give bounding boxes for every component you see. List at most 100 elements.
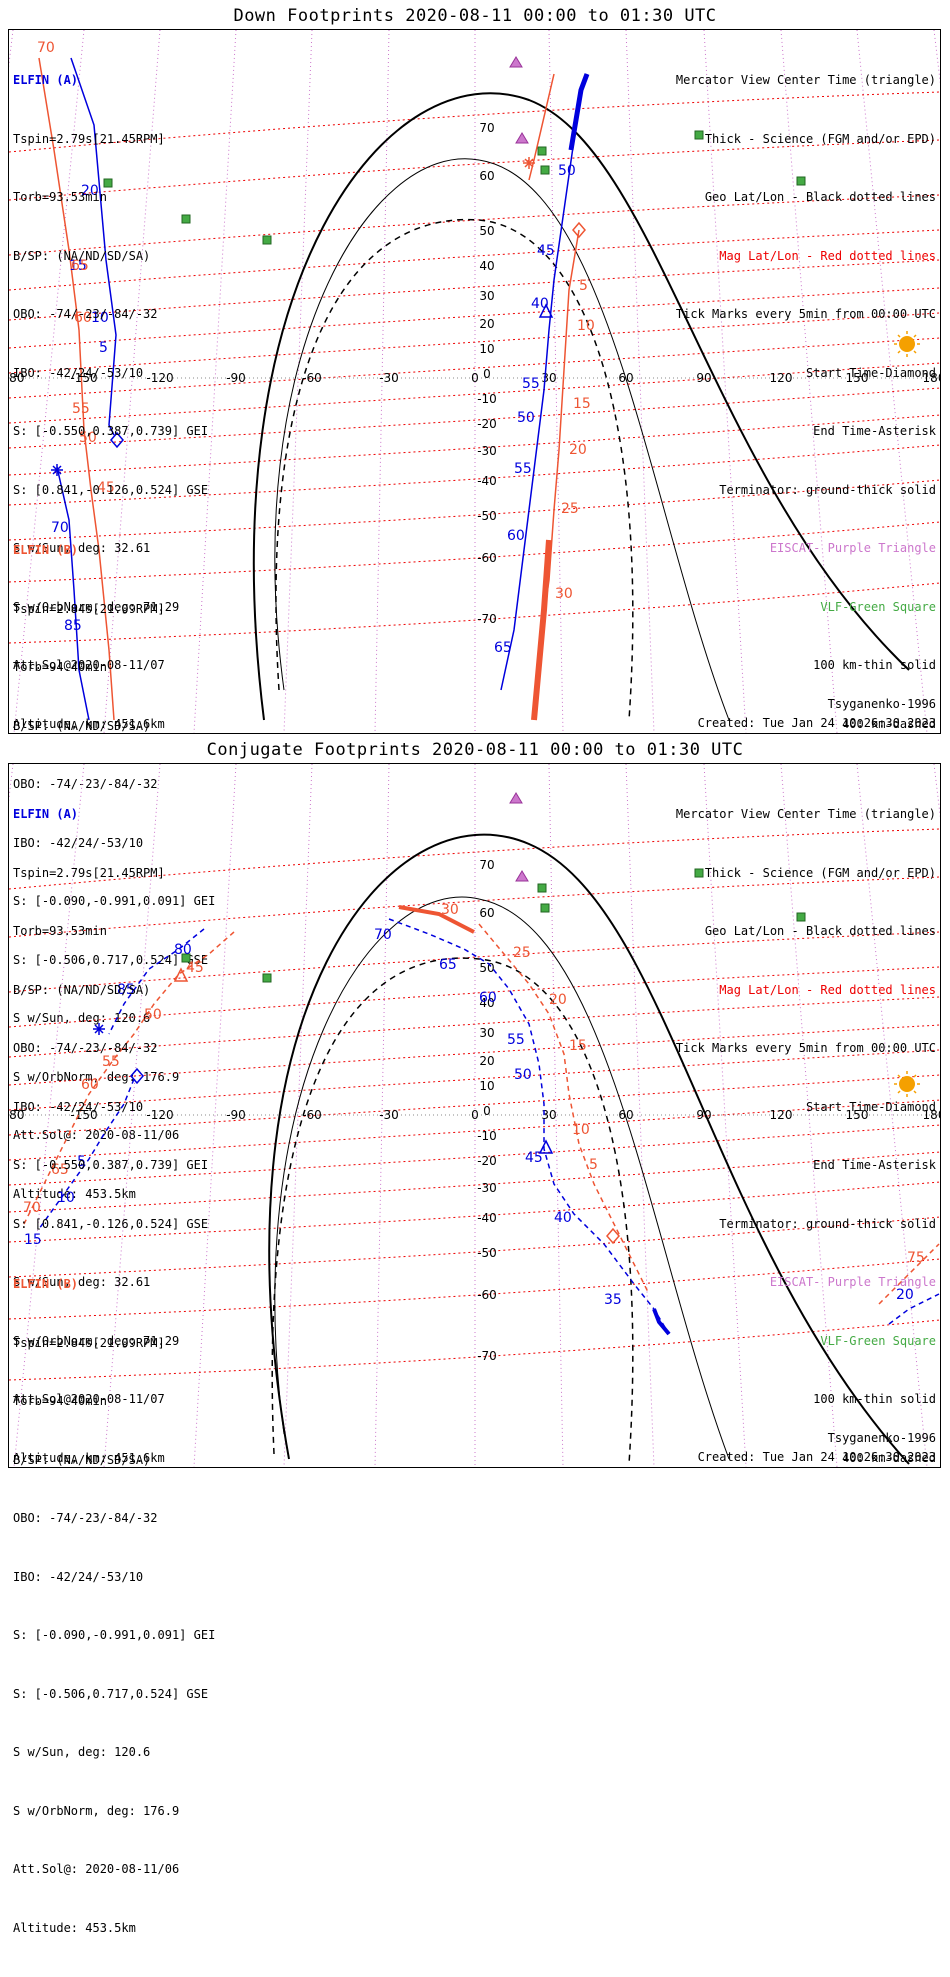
elfin-b-line: OBO: -74/-23/-84/-32 (13, 777, 158, 791)
mag-lat-line (9, 194, 940, 256)
terminator-400km (271, 957, 634, 1465)
down-map-plot: 180-150-120-90-60-3003060901201501807060… (9, 30, 940, 733)
elfin-a-line: S w/OrbNorm, deg: 71.29 (13, 1333, 180, 1348)
mag-lat-line (9, 876, 940, 938)
elfin-a-time-label: 55 (507, 1032, 525, 1048)
elfin-b-time-label: 70 (37, 40, 55, 56)
elfin-b-time-label: 5 (579, 278, 588, 294)
elfin-b-line: Torb=94.40min (13, 660, 107, 674)
elfin-a-time-label: 50 (558, 163, 576, 179)
elfin-b-line: S w/Sun, deg: 120.6 (13, 1745, 151, 1759)
elfin-a-time-label: 40 (531, 296, 549, 312)
mag-lat-line (9, 1024, 940, 1086)
elfin-a-header: ELFIN (A) (13, 73, 79, 87)
terminator-curves (268, 833, 910, 1465)
eiscat-marker (509, 792, 523, 804)
elfin-a-time-label: 45 (525, 1150, 543, 1166)
elfin-b-time-label: 45 (97, 480, 115, 496)
lon-tick-label: -30 (379, 371, 399, 385)
elfin-a-line: S w/Sun, deg: 32.61 (13, 541, 151, 555)
legend-line: VLF-Green Square (820, 599, 936, 614)
sun-icon (894, 331, 920, 357)
eiscat-marker (515, 870, 529, 882)
elfin-a-line: Att.Sol@2020-08-11/07 (13, 1392, 165, 1406)
legend-line: Start Time-Diamond (805, 365, 936, 380)
elfin-a-line: IBO: -42/24/-53/10 (13, 365, 144, 380)
elfin-a-line: Torb=93.53min (13, 924, 107, 938)
elfin-b-line: Tspin=2.84s[21.09RPM] (13, 601, 165, 616)
geo-lon-line (856, 30, 928, 733)
terminator-curves (252, 92, 910, 721)
elfin-a-line: Altitude, km: 451.6km (13, 716, 165, 731)
lat-tick-label: 10 (479, 1079, 494, 1093)
mag-lat-line (9, 414, 940, 476)
lat-tick-label: -30 (477, 1181, 497, 1195)
elfin-a-line: Torb=93.53min (13, 190, 107, 204)
lon-tick-label: 120 (770, 1108, 793, 1122)
elfin-a-line: B/SP: (NA/ND/SD/SA) (13, 982, 151, 997)
elfin-a-time-label: 5 (99, 340, 108, 356)
model-label: Tsyganenko-1996 (827, 1431, 936, 1445)
lat-tick-label: 70 (479, 858, 494, 872)
elfin-a-line: S: [-0.550,0.387,0.739] GEI (13, 1158, 209, 1172)
mag-lat-line (9, 259, 940, 321)
elfin-a-time-label: 5 (77, 1154, 86, 1170)
elfin-b-line: OBO: -74/-23/-84/-32 (13, 1511, 158, 1525)
lat-tick-label: 50 (479, 961, 494, 975)
elfin-a-time-label: 15 (24, 1232, 42, 1248)
elfin-a-header: ELFIN (A) (13, 807, 79, 821)
elfin-b-time-label: 60 (81, 1077, 99, 1093)
elfin-b-time-label: 60 (74, 310, 92, 326)
legend-line: EISCAT- Purple Triangle (769, 1275, 936, 1289)
elfin-a-time-label: 35 (604, 1292, 622, 1308)
elfin-a-line: Tspin=2.79s[21.45RPM] (13, 865, 165, 880)
lat-tick-label: -40 (477, 1211, 497, 1225)
elfin-a-line: IBO: -42/24/-53/10 (13, 1099, 144, 1114)
elfin-b-time-label: 65 (71, 258, 89, 274)
legend-line: 100 km-thin solid (813, 1392, 936, 1406)
lon-tick-label: -120 (146, 1108, 173, 1122)
elfin-a-time-label: 55 (514, 461, 532, 477)
elfin-a-time-label: 10 (91, 310, 109, 326)
end-asterisk-b (523, 157, 535, 169)
elfin-a-time-label: 65 (439, 957, 457, 973)
lat-tick-label: 60 (479, 169, 494, 183)
lon-tick-label: -90 (226, 1108, 246, 1122)
elfin-b-time-label: 20 (569, 442, 587, 458)
elfin-a-time-label: 55 (522, 376, 540, 392)
mag-lat-line (9, 1124, 940, 1186)
elfin-b-time-label: 10 (577, 318, 595, 334)
mag-lat-line (9, 582, 940, 644)
lat-tick-label: -60 (477, 1288, 497, 1302)
start-diamond-b (606, 1227, 620, 1245)
lon-tick-label: -60 (302, 1108, 322, 1122)
lat-tick-label: -60 (477, 551, 497, 565)
elfin-b-track (23, 923, 940, 1305)
lon-tick-label: 0 (471, 371, 479, 385)
elfin-a-time-label: 70 (51, 520, 69, 536)
elfin-b-time-label: 15 (573, 396, 591, 412)
lon-tick-label: -150 (70, 371, 97, 385)
mag-lat-line (9, 479, 940, 541)
mag-lat-line (9, 996, 940, 1058)
terminator-100km (274, 158, 730, 721)
legend-line: VLF-Green Square (820, 1333, 936, 1348)
legend-line: Tick Marks every 5min from 00:00 UTC (675, 307, 936, 321)
elfin-a-line: S: [0.841,-0.126,0.524] GSE (13, 482, 209, 497)
conjugate-map-plot: 180-150-120-90-60-3003060901201501807060… (9, 764, 940, 1467)
elfin-a-time-label: 85 (117, 982, 135, 998)
legend-line: 100 km-thin solid (813, 658, 936, 672)
elfin-b-time-label: 20 (549, 992, 567, 1008)
legend-line: Mercator View Center Time (triangle) (675, 807, 936, 821)
elfin-a-time-label: 70 (374, 927, 392, 943)
lat-tick-label: 10 (479, 342, 494, 356)
elfin-b-time-label: 25 (561, 501, 579, 517)
elfin-b-line: B/SP: (NA/ND/SD/SA) (13, 718, 151, 733)
elfin-a-line: S w/Sun, deg: 32.61 (13, 1275, 151, 1289)
lat-tick-label: 30 (479, 1026, 494, 1040)
end-asterisk-a (93, 1023, 105, 1035)
lat-tick-label: 40 (479, 259, 494, 273)
elfin-a-time-label: 50 (514, 1067, 532, 1083)
elfin-b-line: S w/OrbNorm, deg: 176.9 (13, 1803, 180, 1818)
legend-line: Tick Marks every 5min from 00:00 UTC (675, 1041, 936, 1055)
